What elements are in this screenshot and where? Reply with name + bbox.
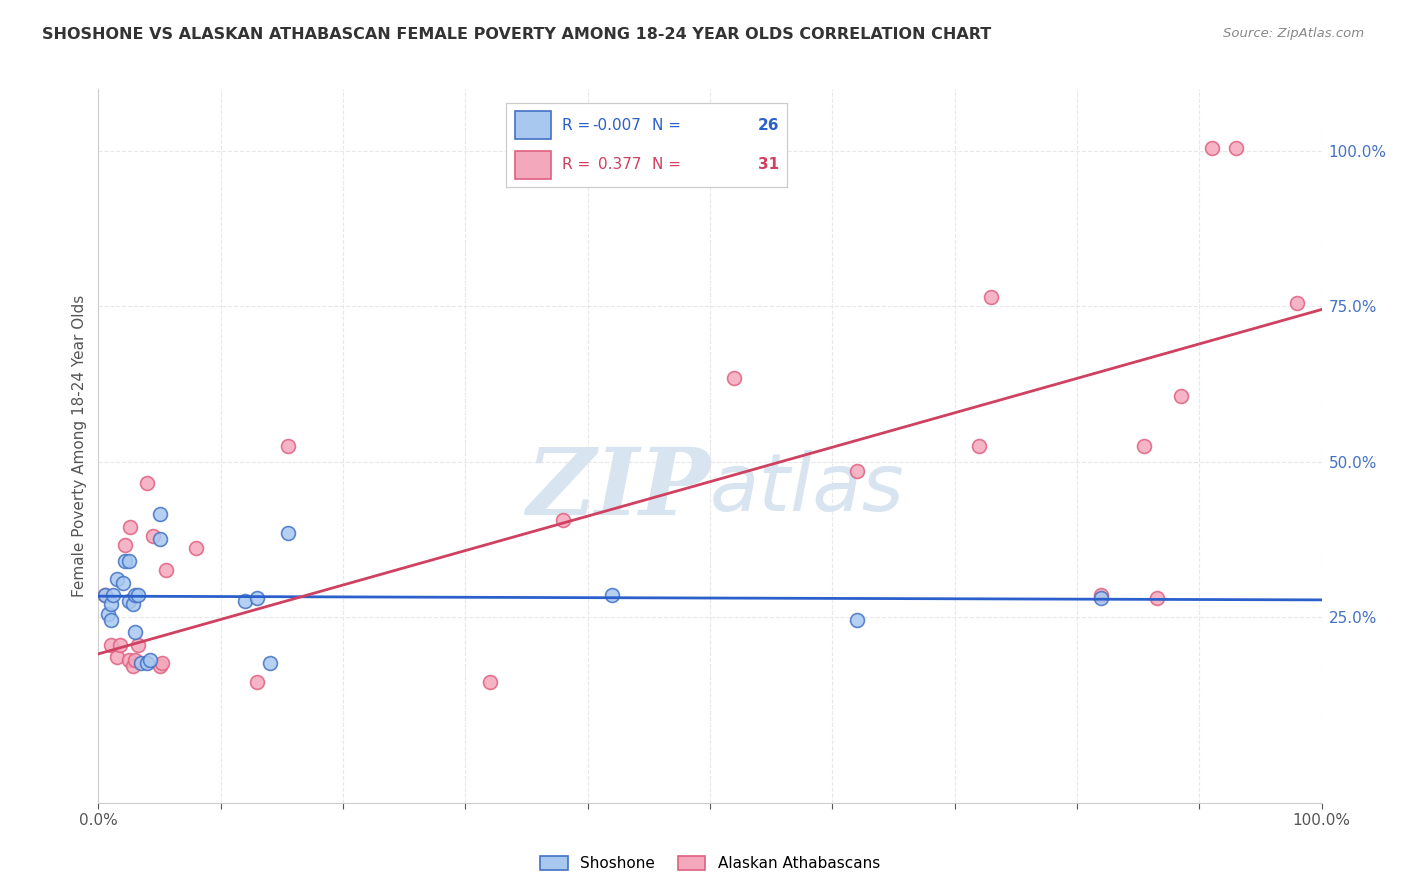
Text: R =: R = <box>562 118 591 133</box>
Point <box>1090 588 1112 602</box>
Point <box>1201 141 1223 155</box>
Y-axis label: Female Poverty Among 18-24 Year Olds: Female Poverty Among 18-24 Year Olds <box>72 295 87 597</box>
Text: N =: N = <box>652 157 682 172</box>
Point <box>118 594 141 608</box>
Point <box>110 638 132 652</box>
Point <box>101 588 124 602</box>
Point <box>246 674 269 689</box>
Point <box>1146 591 1168 605</box>
Point <box>233 594 256 608</box>
Point <box>111 575 134 590</box>
Point <box>124 625 146 640</box>
Point <box>114 554 136 568</box>
Point <box>97 607 120 621</box>
Point <box>121 659 143 673</box>
Point <box>124 653 146 667</box>
Point <box>149 532 172 546</box>
Point <box>967 439 990 453</box>
Point <box>105 650 128 665</box>
Text: atlas: atlas <box>710 450 905 528</box>
Point <box>100 638 122 652</box>
Text: R =: R = <box>562 157 591 172</box>
Point <box>124 588 146 602</box>
Point <box>478 674 501 689</box>
Point <box>149 659 172 673</box>
Point <box>1133 439 1156 453</box>
Point <box>723 370 745 384</box>
Legend: Shoshone, Alaskan Athabascans: Shoshone, Alaskan Athabascans <box>534 850 886 877</box>
Point <box>259 656 281 670</box>
Text: N =: N = <box>652 118 682 133</box>
Point <box>980 290 1002 304</box>
Point <box>114 538 136 552</box>
Point <box>600 588 623 602</box>
Point <box>246 591 269 605</box>
Point <box>845 464 868 478</box>
Text: 26: 26 <box>758 118 779 133</box>
Point <box>845 613 868 627</box>
Point <box>139 653 162 667</box>
Point <box>100 613 122 627</box>
Point <box>186 541 208 556</box>
Point <box>129 656 152 670</box>
Point <box>277 439 299 453</box>
Text: SHOSHONE VS ALASKAN ATHABASCAN FEMALE POVERTY AMONG 18-24 YEAR OLDS CORRELATION : SHOSHONE VS ALASKAN ATHABASCAN FEMALE PO… <box>42 27 991 42</box>
Point <box>155 563 177 577</box>
Point <box>93 588 115 602</box>
Point <box>93 588 115 602</box>
Point <box>121 597 143 611</box>
Text: 31: 31 <box>758 157 779 172</box>
Text: Source: ZipAtlas.com: Source: ZipAtlas.com <box>1223 27 1364 40</box>
Point <box>136 656 159 670</box>
Point <box>118 554 141 568</box>
Point <box>149 508 172 522</box>
Point <box>105 573 128 587</box>
Point <box>1225 141 1247 155</box>
Point <box>118 653 141 667</box>
Point <box>1170 389 1192 403</box>
Point <box>120 519 142 533</box>
Point <box>127 588 149 602</box>
Point <box>277 525 299 540</box>
Point <box>127 638 149 652</box>
Text: -0.007: -0.007 <box>592 118 641 133</box>
Point <box>1090 591 1112 605</box>
FancyBboxPatch shape <box>515 112 551 139</box>
Text: 0.377: 0.377 <box>598 157 641 172</box>
Point <box>1286 296 1309 310</box>
Point <box>100 597 122 611</box>
Point <box>136 476 159 491</box>
Text: ZIP: ZIP <box>526 444 710 533</box>
FancyBboxPatch shape <box>515 151 551 178</box>
Point <box>553 513 575 527</box>
Point <box>150 656 173 670</box>
Point <box>142 529 165 543</box>
